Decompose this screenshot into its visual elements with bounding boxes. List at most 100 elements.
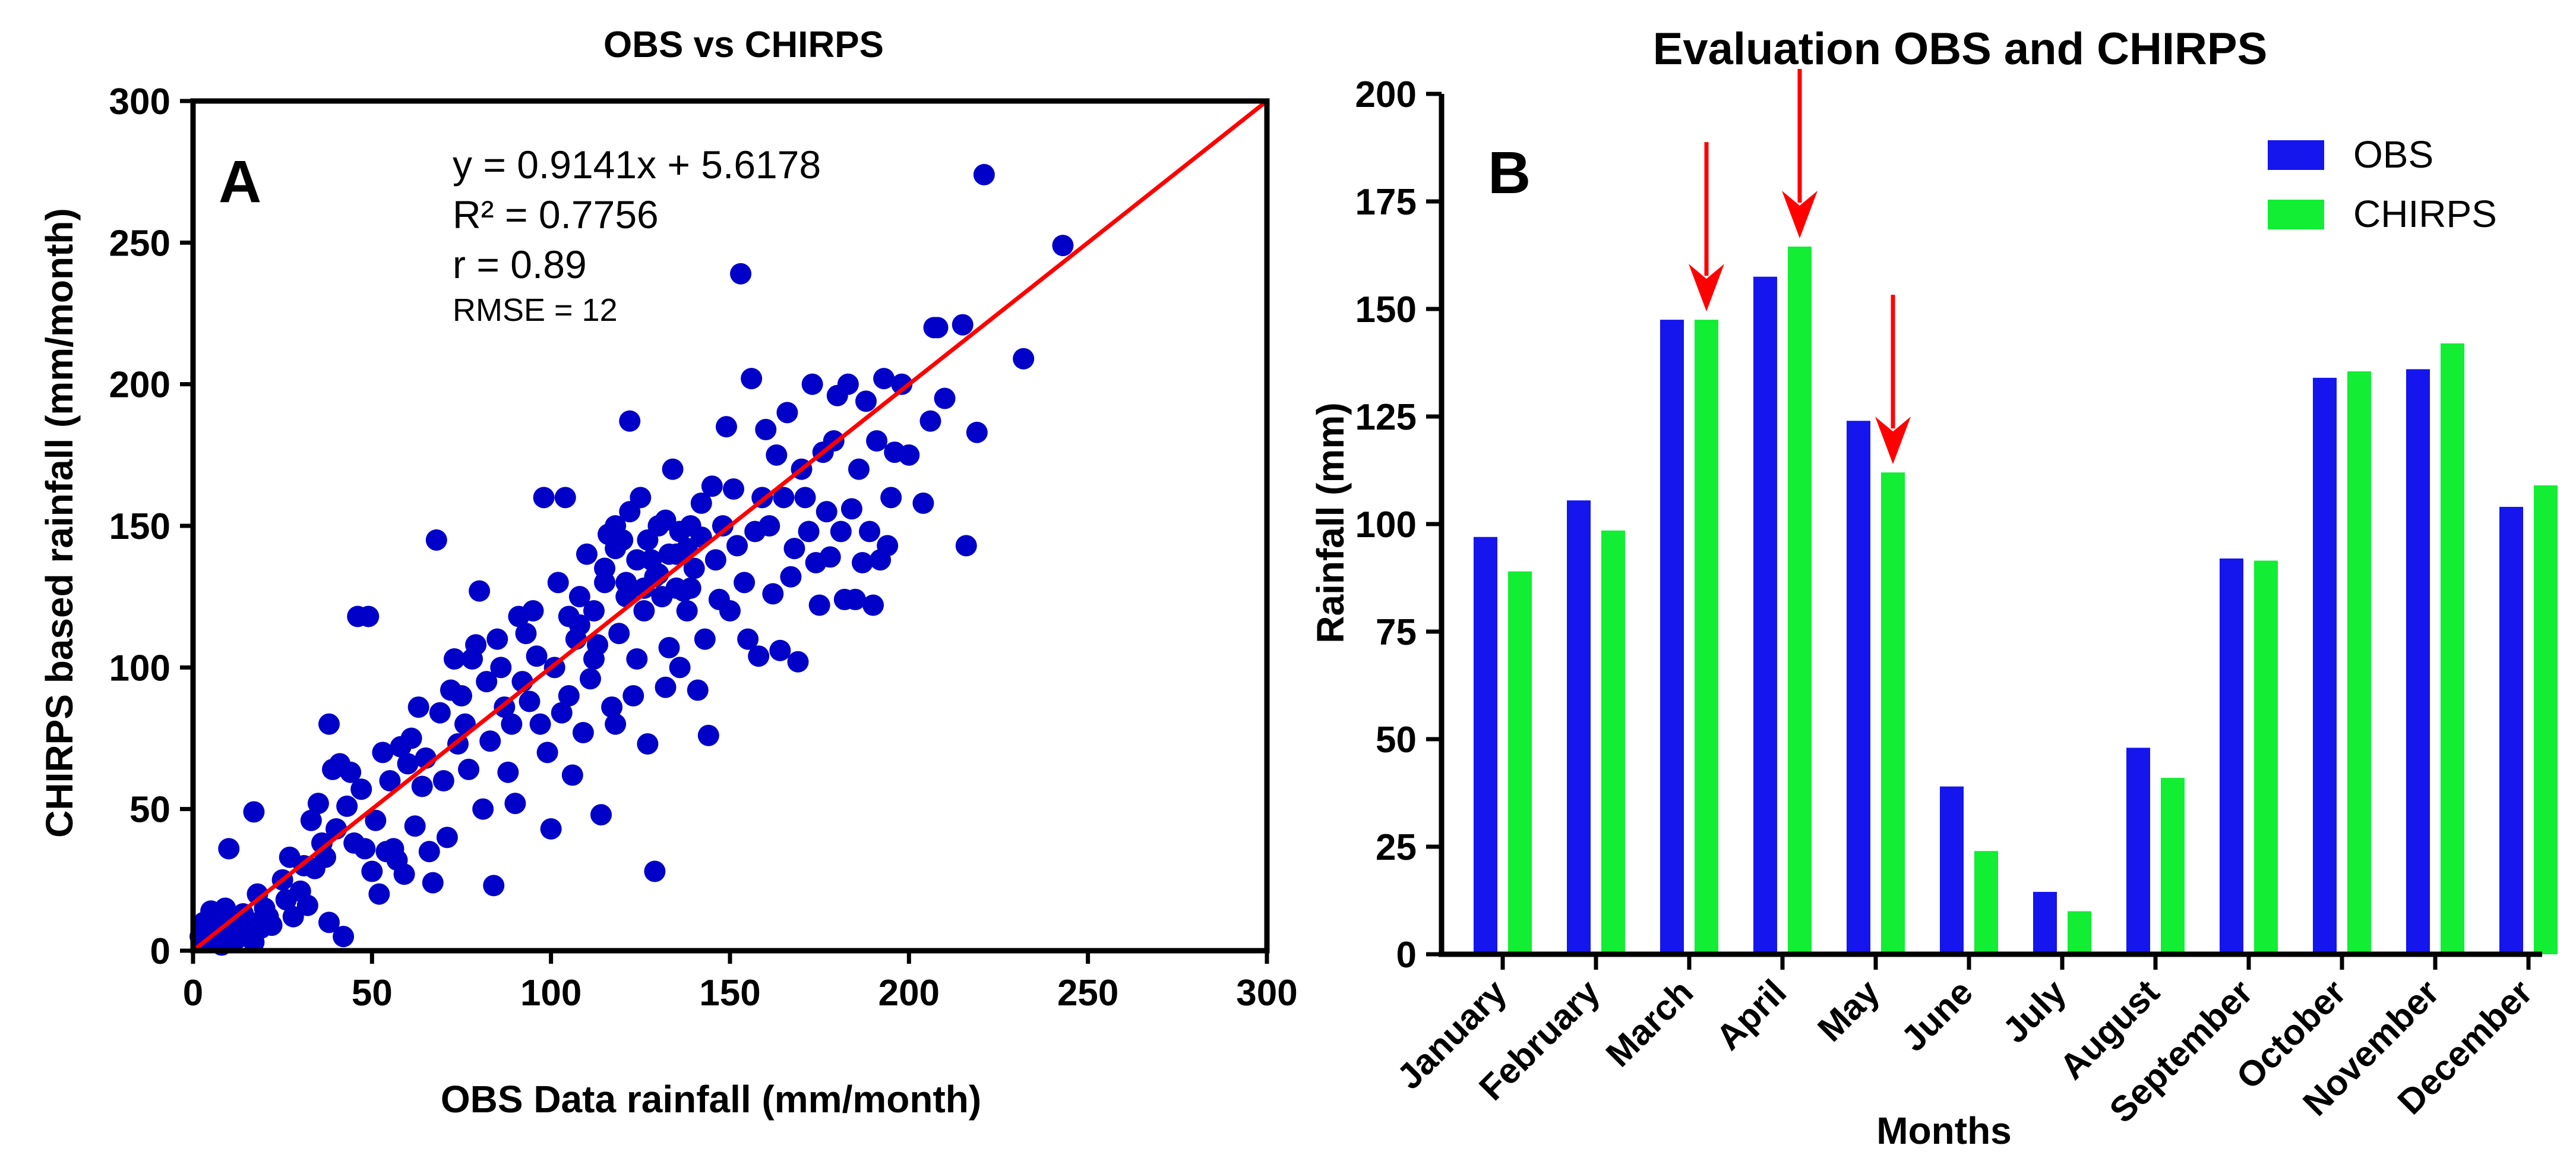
scatter-point [658, 543, 680, 565]
scatter-point [619, 501, 641, 523]
bar-chirps-april [1788, 247, 1812, 954]
bar-y-tick-label: 50 [1376, 720, 1417, 761]
scatter-y-tick-label: 200 [109, 365, 170, 406]
scatter-point [966, 421, 988, 443]
scatter-point [712, 515, 734, 537]
bar-x-tick-label: July [1995, 971, 2074, 1051]
bar-y-tick-label: 0 [1396, 935, 1417, 976]
scatter-point [734, 572, 756, 594]
scatter-y-tick-label: 100 [109, 648, 170, 689]
scatter-point [504, 793, 526, 815]
scatter-point [912, 492, 934, 514]
scatter-point [483, 875, 505, 897]
scatter-point [644, 860, 666, 882]
correlation-value: r = 0.89 [453, 242, 587, 286]
scatter-point [358, 605, 380, 627]
bar-obs-february [1567, 500, 1591, 954]
scatter-point [368, 883, 390, 905]
bar-x-tick-label: March [1598, 972, 1701, 1074]
scatter-point [780, 566, 802, 588]
scatter-point [605, 515, 627, 537]
scatter-point [787, 651, 809, 673]
scatter-point [479, 730, 501, 752]
scatter-point [590, 804, 612, 826]
regression-line [191, 99, 1269, 952]
scatter-point [404, 815, 426, 837]
scatter-point [955, 535, 977, 557]
bar-y-tick-label: 25 [1376, 827, 1417, 868]
bar-chirps-january [1508, 571, 1532, 954]
bar-y-tick-label: 125 [1355, 397, 1417, 438]
bar-y-tick-label: 100 [1355, 504, 1417, 545]
scatter-point [927, 317, 949, 339]
scatter-point [658, 636, 680, 658]
scatter-point [783, 538, 805, 560]
arrow-head [1782, 191, 1818, 239]
scatter-point [819, 546, 841, 568]
scatter-point [687, 679, 709, 701]
scatter-point [522, 600, 544, 622]
bar-x-tick-label: April [1708, 972, 1794, 1058]
legend: OBS CHIRPS [2268, 133, 2497, 235]
scatter-point [429, 702, 451, 724]
scatter-point [919, 410, 941, 432]
bar-x-tick-label: June [1894, 972, 1980, 1059]
scatter-point [336, 795, 358, 817]
scatter-point [397, 753, 419, 775]
scatter-point [776, 402, 798, 424]
scatter-point [726, 535, 748, 557]
bar-panel-b: Evaluation OBS and CHIRPS Months Rainfal… [1309, 24, 2558, 1152]
bar-y-tick-label: 200 [1355, 74, 1417, 115]
bar-y-tick-label: 150 [1355, 289, 1417, 330]
scatter-point [458, 758, 480, 780]
scatter-point [558, 685, 580, 706]
scatter-point [501, 713, 523, 735]
scatter-point [830, 521, 852, 542]
scatter-x-ticks: 0 50 100 150 200 250 300 [183, 951, 1298, 1014]
scatter-point [801, 373, 823, 395]
scatter-point [676, 600, 698, 622]
scatter-point [766, 444, 788, 466]
legend-swatch-obs [2268, 140, 2324, 170]
scatter-point [973, 163, 995, 185]
scatter-point [719, 600, 741, 622]
scatter-point [490, 657, 512, 679]
scatter-point [855, 390, 877, 412]
scatter-point [622, 685, 644, 706]
scatter-point [637, 733, 659, 755]
scatter-point [400, 727, 422, 749]
scatter-point [715, 416, 737, 438]
bar-obs-november [2406, 369, 2430, 954]
scatter-point [816, 501, 837, 523]
scatter-point [318, 911, 340, 933]
scatter-points [189, 163, 1074, 956]
scatter-x-tick-label: 100 [520, 973, 581, 1014]
scatter-y-tick-label: 150 [109, 506, 170, 547]
scatter-point [340, 761, 362, 783]
scatter-point [808, 594, 830, 616]
scatter-point [690, 492, 712, 514]
bar-chirps-september [2254, 560, 2278, 954]
scatter-point [393, 863, 415, 885]
scatter-point [837, 373, 859, 395]
scatter-point [704, 549, 726, 571]
legend-label-obs: OBS [2353, 133, 2433, 176]
scatter-point [497, 761, 519, 783]
scatter-y-tick-label: 50 [129, 790, 170, 831]
r-squared-value: R² = 0.7756 [453, 193, 659, 236]
scatter-panel-a: OBS vs CHIRPS OBS Data rainfall (mm/mont… [38, 24, 1298, 1121]
scatter-point [601, 696, 623, 718]
scatter-x-tick-label: 50 [352, 973, 393, 1014]
scatter-point [669, 521, 691, 542]
scatter-point [432, 770, 454, 791]
scatter-title: OBS vs CHIRPS [603, 24, 884, 65]
scatter-point [300, 809, 322, 831]
scatter-point [769, 639, 791, 661]
scatter-point [533, 487, 555, 509]
scatter-point [859, 521, 881, 542]
scatter-point [873, 368, 895, 390]
bar-y-tick-label: 75 [1376, 612, 1417, 653]
scatter-point [840, 498, 862, 520]
scatter-point [730, 263, 752, 285]
